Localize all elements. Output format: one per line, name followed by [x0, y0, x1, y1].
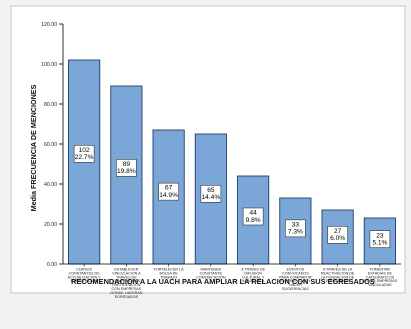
data-label-box	[285, 219, 306, 238]
x-tick-label: SUGERENCIAS	[282, 287, 309, 291]
x-tick-label: REACTIVACION DE	[321, 271, 355, 275]
data-label: 7.3%	[288, 229, 303, 236]
y-axis-label: Media FRECUENCIA DE MENCIONES	[29, 84, 38, 211]
data-label-box	[200, 185, 222, 203]
data-label-box	[158, 182, 179, 201]
x-tick-label: CATEDRATICOS	[366, 275, 395, 279]
x-tick-label: CULTURAL Y	[242, 275, 265, 279]
x-tick-label: HACER	[289, 283, 302, 287]
x-tick-label: BOLSA DE	[160, 271, 179, 275]
data-label: 6.0%	[330, 235, 345, 242]
data-label: 67	[165, 185, 173, 192]
x-tick-label: ACADEMICA	[242, 279, 264, 283]
x-tick-label: FOMENTAR	[370, 268, 391, 272]
x-tick-label: TRABAJO	[160, 275, 177, 279]
data-label-box	[327, 226, 348, 244]
x-axis-label: RECOMENDACION A LA UACH PARA AMPLIAR LA …	[71, 277, 375, 286]
data-label: 19.8%	[117, 168, 136, 175]
data-label: 33	[292, 221, 300, 228]
x-tick-label: PARA COMPARTIR	[279, 275, 312, 279]
data-label-box	[116, 159, 137, 177]
x-tick-label: CONVOCADOS	[282, 271, 309, 275]
data-label-box	[73, 145, 95, 163]
data-label: 65	[207, 187, 215, 194]
x-tick-label: FORTALECER LA	[154, 268, 185, 272]
x-tick-label: EN LAS EMPRESAS	[363, 279, 398, 283]
x-tick-label: DONDE LABORAN	[110, 291, 142, 295]
data-label: 89	[123, 161, 131, 168]
y-tick-label: 40.00	[44, 182, 57, 188]
x-tick-label: ESTADIAS DE	[368, 271, 393, 275]
x-tick-label: TRAVES DE	[116, 275, 137, 279]
x-tick-label: A TRAVES DE	[241, 268, 265, 272]
x-tick-label: EVENTOS	[287, 268, 305, 272]
x-tick-label: EGRESADOS	[115, 295, 139, 299]
data-label: 5.1%	[372, 239, 387, 246]
x-tick-label: EGRESADOS	[326, 279, 350, 283]
x-tick-label: A TRAVES DE LA	[323, 268, 353, 272]
x-tick-label: EXPERIENCIAS Y	[280, 279, 311, 283]
x-tick-label: PARTICIPACION	[112, 283, 140, 287]
x-tick-label: CONVENIOS DE	[112, 279, 141, 283]
data-label: 14.4%	[202, 194, 221, 201]
x-tick-label: CONSTANTES DE	[69, 271, 101, 275]
data-label-box	[242, 207, 264, 226]
x-tick-label: CONSTANTE	[200, 271, 223, 275]
data-label: 44	[249, 210, 257, 217]
x-tick-label: MANTENER	[201, 268, 222, 272]
data-label: 22.7%	[75, 154, 94, 161]
x-tick-label: ESTABLECER	[114, 268, 138, 272]
y-tick-label: 0.00	[47, 262, 57, 268]
data-label: 9.8%	[246, 217, 261, 224]
data-label: 27	[334, 228, 342, 235]
x-tick-label: CON EMPRESAS	[112, 287, 142, 291]
x-tick-label: VINCULACION A	[112, 271, 141, 275]
data-label: 23	[376, 232, 384, 239]
x-tick-label: LA FUNDACION DE	[321, 275, 355, 279]
y-tick-label: 120.00	[41, 22, 57, 28]
x-tick-label: CURSOS	[76, 268, 92, 272]
y-tick-label: 60.00	[44, 142, 57, 148]
y-tick-label: 20.00	[44, 222, 57, 228]
x-tick-label: DIFUSION	[244, 271, 262, 275]
x-tick-label: ACTUALIZACION Y	[68, 275, 101, 279]
y-tick-label: 80.00	[44, 102, 57, 108]
data-label-box	[369, 230, 391, 248]
x-tick-label: COMUNICACION	[196, 275, 226, 279]
y-tick-label: 100.00	[41, 62, 57, 68]
x-tick-label: CAPACITACION	[71, 279, 98, 283]
data-label: 102	[79, 147, 90, 154]
data-label: 14.9%	[159, 192, 178, 199]
x-tick-label: VINCULADAS	[368, 283, 392, 287]
y-axis: 0.00 20.00 40.00 60.00 80.00 100.00 120.00	[41, 22, 64, 268]
